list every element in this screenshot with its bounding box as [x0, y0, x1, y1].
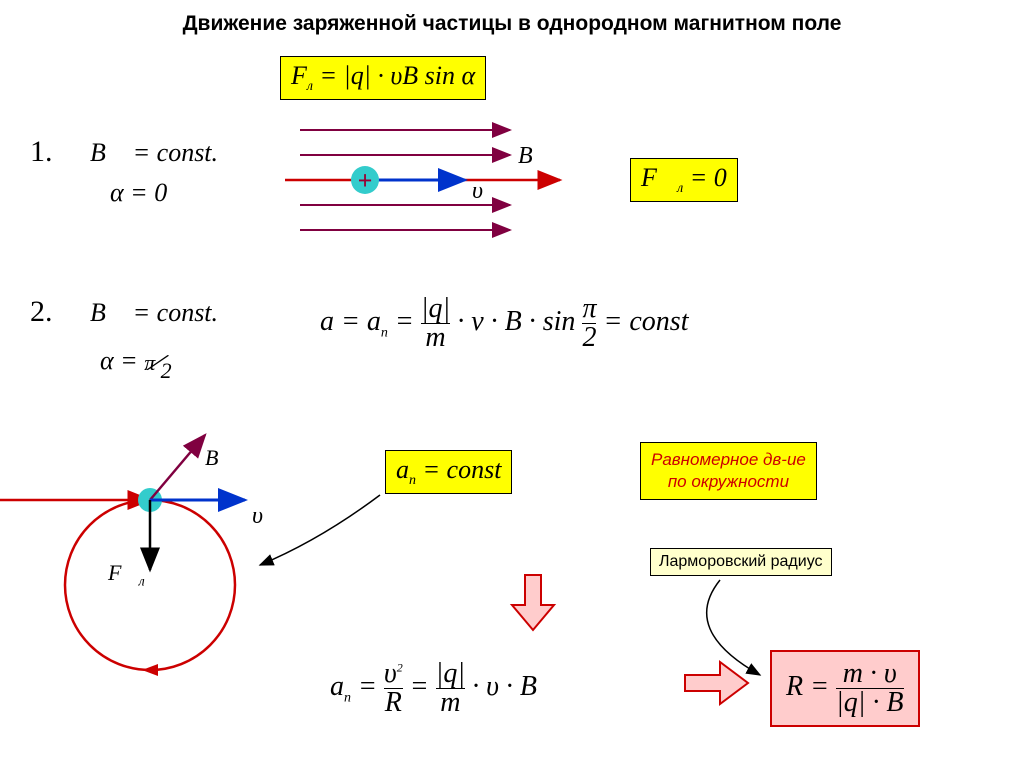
larmor-caption: Ларморовский радиус: [650, 548, 832, 576]
case2-alpha-eq: α = π⁄2: [100, 340, 172, 377]
case1-B-label: B⃗: [518, 143, 551, 170]
R-formula: R = m · υ|q| · B: [786, 671, 904, 702]
case2-b-eq: B⃗ = const.: [90, 298, 218, 328]
an-const: an = const: [396, 455, 501, 484]
case2-accel-eq: a = an = |q|m · v · B · sin π2 = const: [320, 295, 688, 352]
case2-number: 2.: [30, 295, 53, 329]
case1-v-label: υ⃗: [472, 178, 502, 205]
larmor-radius-box: R = m · υ|q| · B: [770, 650, 920, 727]
uniform-motion-caption: Равномерное дв-иепо окружности: [640, 442, 817, 500]
big-arrow-down: [512, 575, 554, 630]
case2-v-label: υ⃗: [252, 503, 282, 530]
svg-text:+: +: [358, 166, 373, 195]
an-formula: an = υ2R = |q|m · υ · B: [330, 660, 537, 717]
case2-B-label: B⃗: [205, 445, 236, 471]
an-const-box: an = const: [385, 450, 512, 494]
case2-F-label: F⃗л: [108, 560, 145, 590]
big-arrow-right: [685, 662, 748, 704]
